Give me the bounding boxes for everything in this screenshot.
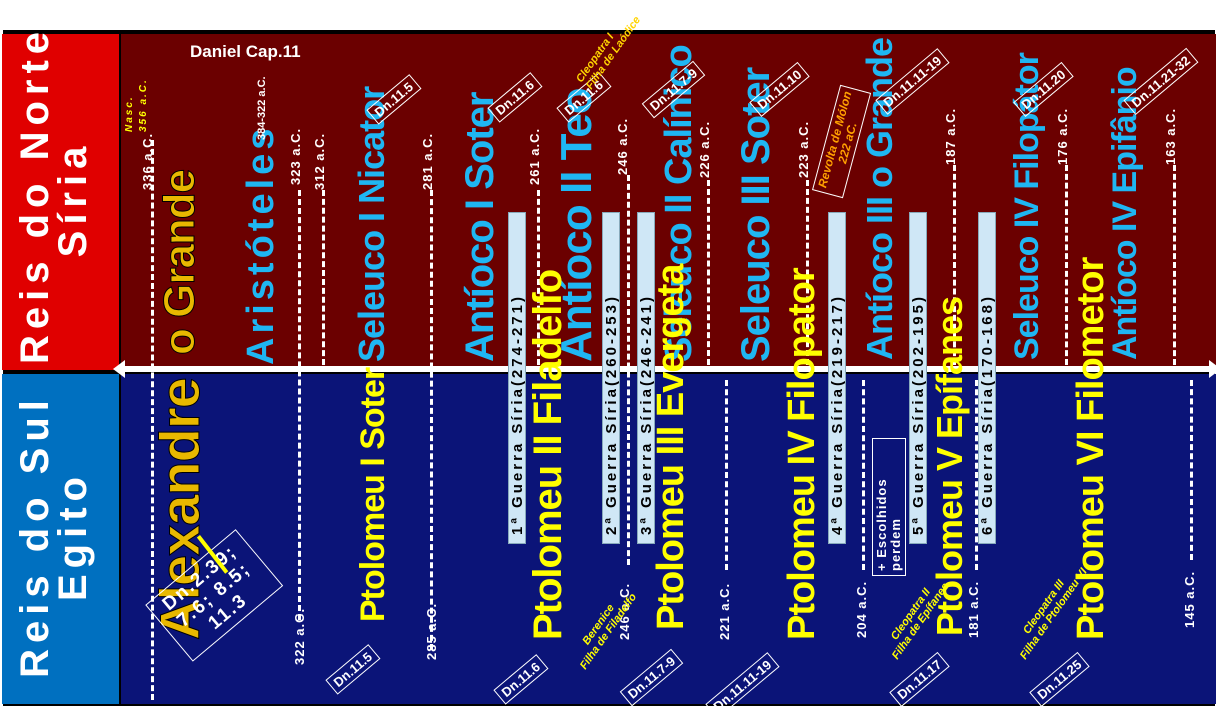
war-6-label: 6ª Guerra Síria(170-168)	[979, 294, 996, 535]
date-187: 187 a.C.	[943, 107, 958, 165]
line-176	[1065, 165, 1068, 365]
alexander-birth-text: Nasc. 356 a.C.	[124, 78, 149, 132]
ptolomeu-iv-filopator: Ptolomeu IV Filopator	[781, 268, 823, 640]
date-281: 281 a.C.	[420, 132, 435, 190]
alexander-birth: Nasc. 356 a.C.	[122, 72, 150, 132]
aristoteles-years: 384-322 a.C.	[256, 76, 268, 140]
alexander-epithet: o Grande	[155, 169, 205, 355]
line-336	[151, 140, 154, 700]
date-261: 261 a.C.	[527, 127, 542, 185]
war-5: 5ª Guerra Síria(202-195)	[909, 212, 927, 544]
north-title-line2: Síria	[51, 140, 95, 258]
timeline-arrow	[113, 360, 1219, 378]
date-145: 145 a.C.	[1182, 570, 1197, 628]
line-181	[975, 380, 978, 570]
line-226	[707, 180, 710, 365]
line-204	[862, 380, 865, 570]
seleuco-i-nicator: Seleuco I Nicator	[351, 86, 392, 362]
aristoteles: Aristóteles	[240, 124, 282, 365]
date-163: 163 a.C.	[1163, 107, 1178, 165]
line-145	[1190, 380, 1193, 560]
antioco-i-soter: Antíoco I Soter	[458, 92, 502, 362]
chapter-title: Daniel Cap.11	[190, 42, 301, 61]
war-1-label: 1ª Guerra Síria(274-271)	[509, 294, 526, 535]
south-title-line2: Egito	[51, 471, 95, 601]
south-kings-label-panel	[2, 374, 119, 704]
ptolomeu-ii-filadelfo: Ptolomeu II Filadelfo	[526, 269, 570, 640]
war-3-label: 3ª Guerra Síria(246-241)	[638, 294, 655, 535]
line-281	[430, 190, 433, 650]
date-246-north: 246 a.C.	[615, 117, 630, 175]
ptolomeu-i-soter: Ptolomeu I Soter	[354, 367, 392, 622]
ptolomeu-iii-evergeta: Ptolomeu III Evergeta	[650, 264, 692, 630]
war-4-label: 4ª Guerra Síria(219-217)	[829, 294, 846, 535]
date-176: 176 a.C.	[1055, 107, 1070, 165]
line-187	[953, 165, 956, 365]
south-title-line1: Reis do Sul	[13, 394, 57, 678]
date-221: 221 a.C.	[717, 582, 732, 640]
war-3: 3ª Guerra Síria(246-241)	[637, 212, 655, 544]
war-4: 4ª Guerra Síria(219-217)	[828, 212, 846, 544]
line-221	[725, 380, 728, 570]
date-181: 181 a.C.	[966, 580, 981, 638]
north-title: Reis do Norte Síria	[13, 25, 95, 364]
date-322: 322 a.C.	[292, 607, 307, 665]
date-323: 323 a.C.	[288, 127, 303, 185]
escolhidos-line1: + Escolhidos	[874, 478, 889, 571]
south-band	[121, 374, 1216, 704]
south-title: Reis do Sul Egito	[13, 376, 95, 696]
seleuco-iii-soter: Seleuco III Soter	[734, 67, 778, 362]
war-1: 1ª Guerra Síria(274-271)	[508, 212, 526, 544]
escolhidos-box: + Escolhidos perdem	[872, 438, 906, 576]
date-285: 285 a.C.	[424, 602, 439, 660]
line-312	[322, 190, 325, 365]
north-band	[121, 34, 1216, 370]
north-kings-label-panel	[2, 34, 119, 370]
date-312: 312 a.C.	[312, 132, 327, 190]
line-261	[537, 190, 540, 365]
date-336: 336 a.C.	[140, 132, 155, 190]
date-226: 226 a.C.	[697, 120, 712, 178]
war-5-label: 5ª Guerra Síria(202-195)	[910, 294, 927, 535]
line-163	[1173, 165, 1176, 365]
war-2-label: 2ª Guerra Síria(260-253)	[603, 294, 620, 535]
escolhidos-line2: perdem	[888, 518, 903, 571]
date-223: 223 a.C.	[796, 120, 811, 178]
war-6: 6ª Guerra Síria(170-168)	[978, 212, 996, 544]
line-223	[806, 180, 809, 365]
north-title-line1: Reis do Norte	[13, 25, 57, 364]
war-2: 2ª Guerra Síria(260-253)	[602, 212, 620, 544]
date-204: 204 a.C.	[854, 580, 869, 638]
line-323	[298, 190, 301, 620]
